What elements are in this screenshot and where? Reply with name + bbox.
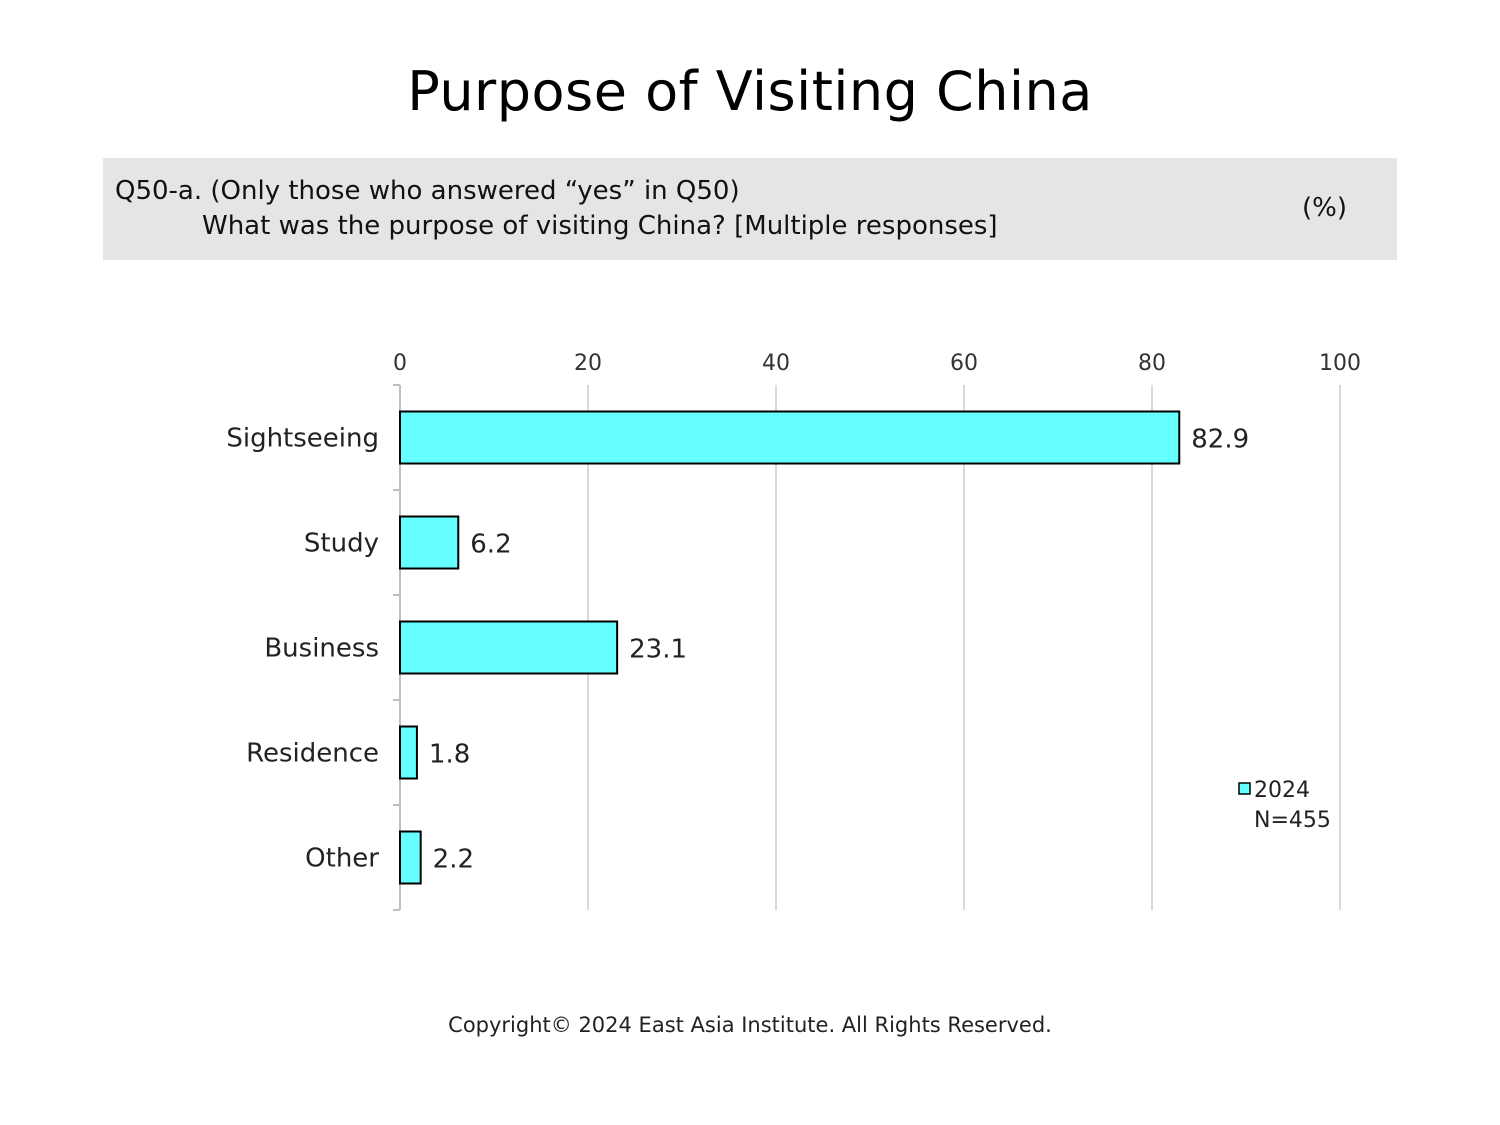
x-tick-label: 60: [950, 351, 978, 376]
category-label: Sightseeing: [226, 424, 379, 454]
x-tick-label: 0: [393, 351, 407, 376]
bar: [399, 410, 1181, 465]
data-label: 1.8: [429, 740, 470, 770]
bar: [399, 515, 460, 570]
data-label: 82.9: [1191, 425, 1249, 455]
x-tick-label: 80: [1138, 351, 1166, 376]
question-box: Q50-a. (Only those who answered “yes” in…: [103, 158, 1397, 260]
legend-label: 2024: [1254, 778, 1310, 803]
category-label: Residence: [246, 739, 379, 769]
copyright-text: Copyright© 2024 East Asia Institute. All…: [448, 1013, 1052, 1037]
legend-note: N=455: [1254, 808, 1331, 833]
question-line-1: Q50-a. (Only those who answered “yes” in…: [115, 176, 740, 206]
bar: [399, 620, 619, 675]
bar: [399, 725, 418, 780]
data-label: 2.2: [433, 845, 474, 875]
unit-label: (%): [1302, 193, 1347, 223]
category-label: Study: [304, 529, 379, 559]
category-label: Business: [264, 634, 379, 664]
legend-swatch: [1238, 782, 1251, 795]
data-label: 6.2: [470, 530, 511, 560]
bar: [399, 830, 422, 885]
x-tick-label: 20: [574, 351, 602, 376]
question-line-2: What was the purpose of visiting China? …: [202, 211, 998, 241]
x-tick-label: 40: [762, 351, 790, 376]
chart-title: Purpose of Visiting China: [407, 60, 1093, 123]
x-tick-label: 100: [1319, 351, 1361, 376]
data-label: 23.1: [629, 635, 687, 665]
category-label: Other: [305, 844, 379, 874]
